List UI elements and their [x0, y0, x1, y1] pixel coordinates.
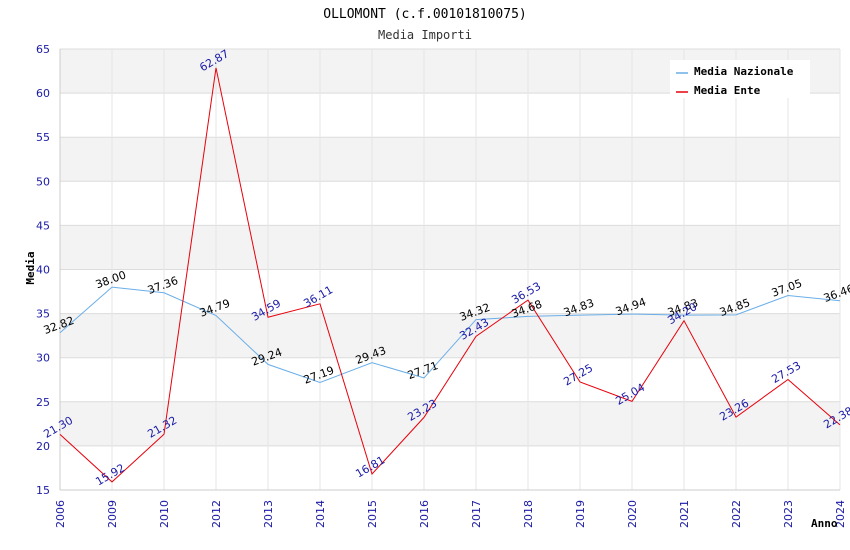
data-label: 36.46: [822, 282, 850, 305]
data-label: 27.53: [769, 359, 803, 386]
y-tick-label: 65: [36, 43, 50, 56]
legend: Media Nazionale Media Ente: [670, 60, 810, 98]
grid-band: [60, 401, 840, 446]
x-tick-label: 2022: [730, 500, 743, 528]
x-tick-label: 2023: [782, 500, 795, 528]
y-tick-label: 50: [36, 175, 50, 188]
data-label: 15.92: [93, 461, 127, 488]
x-tick-label: 2013: [262, 500, 275, 528]
data-label: 27.71: [406, 359, 440, 382]
grid-band: [60, 225, 840, 270]
x-tick-label: 2024: [834, 500, 847, 528]
x-tick-label: 2012: [210, 500, 223, 528]
data-label: 27.19: [302, 364, 336, 387]
x-tick-label: 2019: [574, 500, 587, 528]
series-line-media-nazionale: [59, 286, 841, 384]
legend-label-ente: Media Ente: [694, 84, 761, 97]
legend-box: [670, 60, 810, 98]
y-axis-ticks: 15 20 25 30 35 40 45 50 55 60 65: [36, 43, 50, 497]
y-axis-label: Media: [24, 251, 37, 284]
y-tick-label: 55: [36, 131, 50, 144]
x-tick-label: 2006: [54, 500, 67, 528]
grid-lines: [59, 48, 841, 491]
x-axis-label: Anno: [811, 517, 838, 530]
x-tick-label: 2015: [366, 500, 379, 528]
y-tick-label: 15: [36, 484, 50, 497]
x-tick-label: 2021: [678, 500, 691, 528]
legend-label-naz: Media Nazionale: [694, 65, 794, 78]
x-axis-ticks: 2006 2009 2010 2012 2013 2014 2015 2016 2017 2018…: [54, 500, 847, 528]
y-tick-label: 35: [36, 308, 50, 321]
y-tick-label: 60: [36, 87, 50, 100]
x-tick-label: 2009: [106, 500, 119, 528]
data-label: 16.81: [353, 453, 387, 480]
y-tick-label: 30: [36, 352, 50, 365]
x-tick-label: 2016: [418, 500, 431, 528]
series-line-media-ente: [59, 67, 841, 483]
grid-band: [60, 137, 840, 182]
data-label: 27.25: [561, 361, 595, 388]
y-tick-label: 20: [36, 440, 50, 453]
x-tick-label: 2010: [158, 500, 171, 528]
x-tick-label: 2020: [626, 500, 639, 528]
x-tick-label: 2018: [522, 500, 535, 528]
series-lines: [59, 67, 841, 483]
y-tick-label: 45: [36, 219, 50, 232]
data-label: 37.36: [146, 274, 180, 297]
x-tick-label: 2017: [470, 500, 483, 528]
grid-band: [60, 313, 840, 358]
data-label: 36.11: [301, 283, 335, 310]
chart-title: OLLOMONT (c.f.00101810075): [323, 7, 527, 22]
chart-subtitle: Media Importi: [378, 28, 472, 42]
y-tick-label: 25: [36, 396, 50, 409]
grid-bands: [60, 49, 840, 446]
y-tick-label: 40: [36, 264, 50, 277]
x-tick-label: 2014: [314, 500, 327, 528]
